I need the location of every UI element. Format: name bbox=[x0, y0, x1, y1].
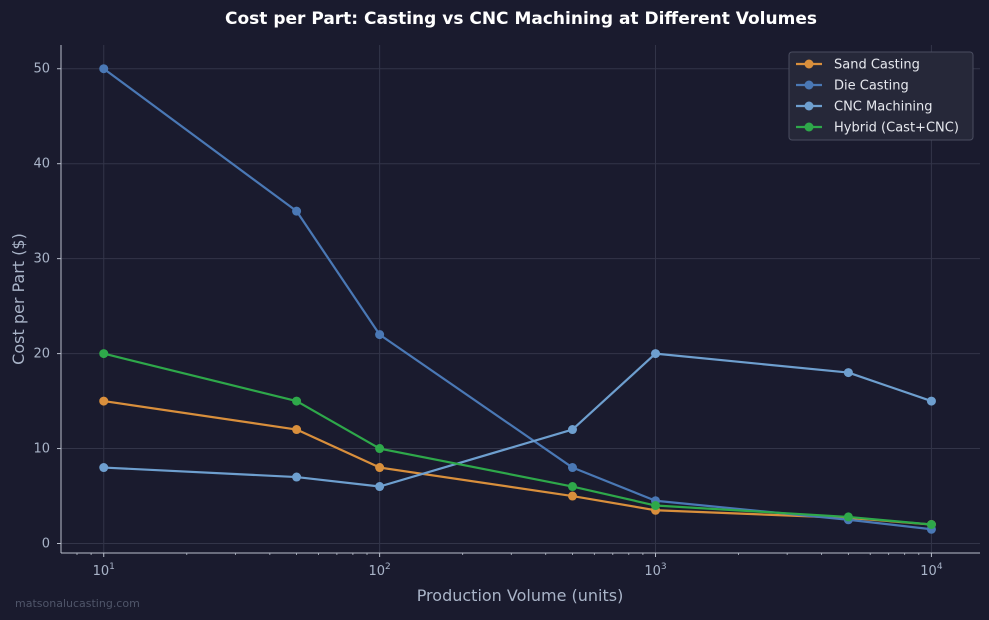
legend-swatch-marker bbox=[804, 101, 814, 111]
data-point bbox=[567, 491, 577, 501]
legend-swatch-marker bbox=[804, 122, 814, 132]
y-axis-label: Cost per Part ($) bbox=[9, 233, 28, 365]
x-tick-label: 104 bbox=[920, 562, 943, 579]
data-point bbox=[843, 368, 853, 378]
data-point bbox=[926, 520, 936, 530]
x-tick-label: 102 bbox=[368, 562, 390, 579]
x-tick-label: 101 bbox=[93, 562, 115, 579]
y-tick-label: 40 bbox=[33, 157, 50, 172]
data-point bbox=[926, 396, 936, 406]
data-point bbox=[375, 330, 385, 340]
data-point bbox=[99, 463, 109, 473]
legend-item: Hybrid (Cast+CNC) bbox=[796, 121, 959, 136]
data-point bbox=[375, 444, 385, 454]
watermark: matsonalucasting.com bbox=[15, 597, 140, 610]
data-point bbox=[651, 501, 661, 511]
data-point bbox=[567, 463, 577, 473]
y-tick-label: 0 bbox=[42, 537, 50, 552]
data-point bbox=[375, 482, 385, 492]
series-cnc-machining bbox=[99, 349, 936, 492]
legend-label: Sand Casting bbox=[834, 58, 920, 73]
y-tick-label: 30 bbox=[33, 252, 50, 267]
legend-swatch-marker bbox=[804, 59, 814, 69]
data-point bbox=[292, 206, 302, 216]
y-tick-label: 20 bbox=[33, 347, 50, 362]
axes: 0 10 20 30 40 50 101 102 103 104 bbox=[33, 45, 980, 579]
data-point bbox=[99, 349, 109, 359]
data-point bbox=[651, 349, 661, 359]
legend: Sand Casting Die Casting CNC Machining Hybr… bbox=[788, 51, 974, 141]
x-tick-label: 103 bbox=[644, 562, 666, 579]
legend-label: CNC Machining bbox=[834, 100, 933, 115]
x-axis-label: Production Volume (units) bbox=[417, 586, 624, 605]
legend-swatch-marker bbox=[804, 80, 814, 90]
legend-label: Die Casting bbox=[834, 79, 909, 94]
data-point bbox=[292, 472, 302, 482]
data-point bbox=[567, 482, 577, 492]
series-hybrid-cast-cnc bbox=[99, 349, 936, 530]
data-point bbox=[99, 64, 109, 74]
series-layer bbox=[99, 64, 936, 534]
y-tick-label: 10 bbox=[33, 442, 50, 457]
data-point bbox=[292, 425, 302, 435]
legend-label: Hybrid (Cast+CNC) bbox=[834, 121, 959, 136]
data-point bbox=[843, 512, 853, 522]
legend-item: Die Casting bbox=[796, 79, 909, 94]
data-point bbox=[99, 396, 109, 406]
chart-title: Cost per Part: Casting vs CNC Machining … bbox=[225, 9, 817, 29]
legend-item: CNC Machining bbox=[796, 100, 933, 115]
grid bbox=[61, 45, 980, 553]
data-point bbox=[292, 396, 302, 406]
legend-box bbox=[788, 51, 974, 141]
legend-item: Sand Casting bbox=[796, 58, 920, 73]
y-tick-label: 50 bbox=[33, 62, 50, 77]
data-point bbox=[567, 425, 577, 435]
data-point bbox=[375, 463, 385, 473]
